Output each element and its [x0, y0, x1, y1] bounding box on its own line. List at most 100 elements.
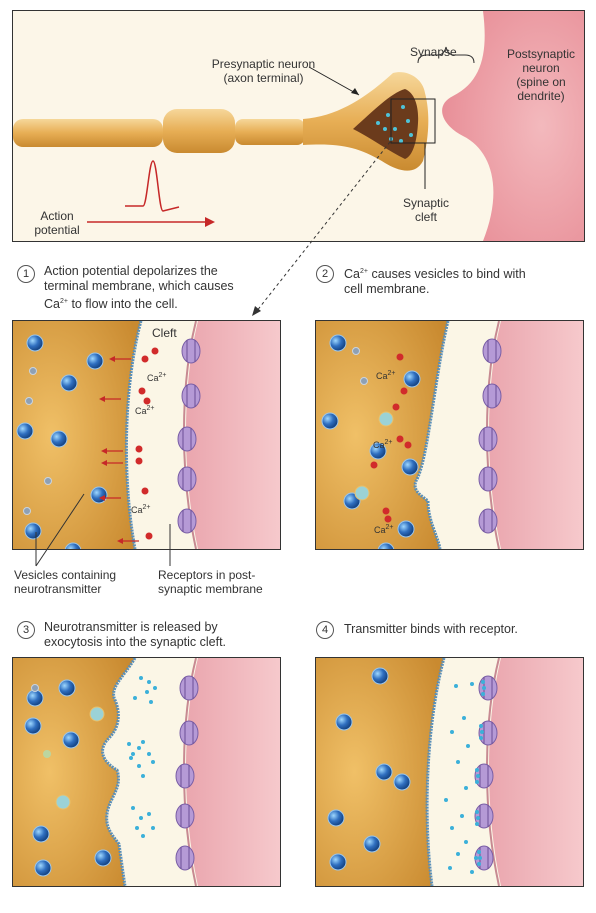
ca-label-2: Ca2+ — [135, 405, 155, 416]
vesicle — [32, 825, 50, 843]
neurotransmitter — [464, 786, 468, 790]
vesicle — [62, 731, 80, 749]
postsynaptic-label-line3: (spine on — [516, 75, 566, 89]
calcium-ion — [396, 353, 404, 361]
vesicle — [377, 542, 395, 549]
panel-2 — [315, 320, 584, 550]
postsynaptic-label-line2: neuron — [522, 61, 560, 75]
neurotransmitter — [466, 744, 470, 748]
calcium-ion — [138, 387, 146, 395]
receptor — [177, 426, 197, 452]
step-1-line3: Ca2+ to flow into the cell. — [44, 297, 178, 312]
influx-arrowhead — [101, 460, 107, 466]
influx-arrowhead — [99, 396, 105, 402]
panel-2-illustration — [316, 321, 583, 549]
calcium-ion — [370, 461, 378, 469]
calcium-ion — [392, 403, 400, 411]
vesicle — [329, 853, 347, 871]
neurotransmitter — [482, 686, 486, 690]
receptor — [478, 720, 498, 746]
ca-label-4: Ca2+ — [376, 370, 396, 381]
synapse-brace — [417, 46, 475, 64]
receptor — [181, 338, 201, 364]
neurotransmitter — [456, 760, 460, 764]
neurotransmitter — [479, 724, 483, 728]
vesicle — [329, 334, 347, 352]
neurotransmitter — [476, 816, 480, 820]
step-3-number: 3 — [17, 621, 35, 639]
neurotransmitter — [444, 798, 448, 802]
neurotransmitter — [450, 730, 454, 734]
vesicle — [397, 520, 415, 538]
vesicle — [50, 430, 68, 448]
influx-arrowhead — [117, 538, 123, 544]
receptors-label-line2: synaptic membrane — [158, 582, 263, 596]
vesicle — [24, 522, 42, 540]
receptor — [181, 383, 201, 409]
vesicle — [369, 442, 387, 460]
receptor — [175, 845, 195, 871]
panel-1-illustration — [13, 321, 280, 549]
neurotransmitter — [141, 740, 145, 744]
vesicle — [321, 412, 339, 430]
vesicles-label: Vesicles containing neurotransmitter — [14, 568, 116, 596]
small-vesicle — [360, 377, 368, 385]
postsynaptic-cell — [185, 321, 280, 549]
neurotransmitter — [151, 760, 155, 764]
step-3-line2: exocytosis into the synaptic cleft. — [44, 635, 227, 649]
receptor — [179, 675, 199, 701]
receptors-label-line1: Receptors in post- — [158, 568, 256, 582]
vesicles-label-line1: Vesicles containing — [14, 568, 117, 582]
neurotransmitter — [464, 840, 468, 844]
vesicle — [34, 859, 52, 877]
influx-arrowhead — [109, 356, 115, 362]
neurotransmitter — [470, 682, 474, 686]
neurotransmitter — [480, 730, 484, 734]
axon-segment-3 — [235, 119, 305, 145]
receptor — [179, 720, 199, 746]
vesicle — [86, 352, 104, 370]
small-vesicle — [23, 507, 31, 515]
neurotransmitter — [476, 774, 480, 778]
docking-vesicle — [378, 411, 394, 427]
neurotransmitter — [139, 676, 143, 680]
receptor — [474, 803, 494, 829]
neurotransmitter — [481, 680, 485, 684]
influx-arrowhead — [101, 448, 107, 454]
presynaptic-cell — [13, 321, 141, 549]
neurotransmitter — [475, 822, 479, 826]
neurotransmitter — [470, 870, 474, 874]
action-potential-line1: Action — [40, 209, 74, 223]
presynaptic-label-line1: Presynaptic neuron — [211, 57, 316, 71]
receptor — [177, 466, 197, 492]
synaptic-cleft-line2: cleft — [414, 210, 437, 224]
panel-1 — [12, 320, 281, 550]
vesicle — [26, 334, 44, 352]
small-vesicle — [44, 477, 52, 485]
neurotransmitter — [147, 812, 151, 816]
neurotransmitter — [456, 852, 460, 856]
receptor — [478, 466, 498, 492]
neurotransmitter — [477, 862, 481, 866]
neurotransmitter — [481, 692, 485, 696]
synaptic-cleft-line1: Synaptic — [402, 196, 450, 210]
vesicle — [58, 679, 76, 697]
vesicle — [403, 370, 421, 388]
axon-segment-2 — [163, 109, 235, 153]
action-potential-trace — [125, 160, 180, 212]
influx-arrowhead — [99, 495, 105, 501]
presynaptic-membrane — [413, 321, 450, 549]
neurotransmitter — [137, 746, 141, 750]
panel-4-illustration — [316, 658, 583, 886]
receptors-label: Receptors in post- synaptic membrane — [158, 568, 263, 596]
vesicle — [393, 773, 411, 791]
neurotransmitter — [129, 756, 133, 760]
step-3-caption: Neurotransmitter is released by exocytos… — [44, 620, 284, 650]
neurotransmitter — [475, 810, 479, 814]
step-4-caption: Transmitter binds with receptor. — [344, 622, 584, 637]
neurotransmitter — [131, 752, 135, 756]
receptor — [482, 383, 502, 409]
neurotransmitter — [448, 866, 452, 870]
postsynaptic-label-line4: dendrite) — [517, 89, 565, 103]
